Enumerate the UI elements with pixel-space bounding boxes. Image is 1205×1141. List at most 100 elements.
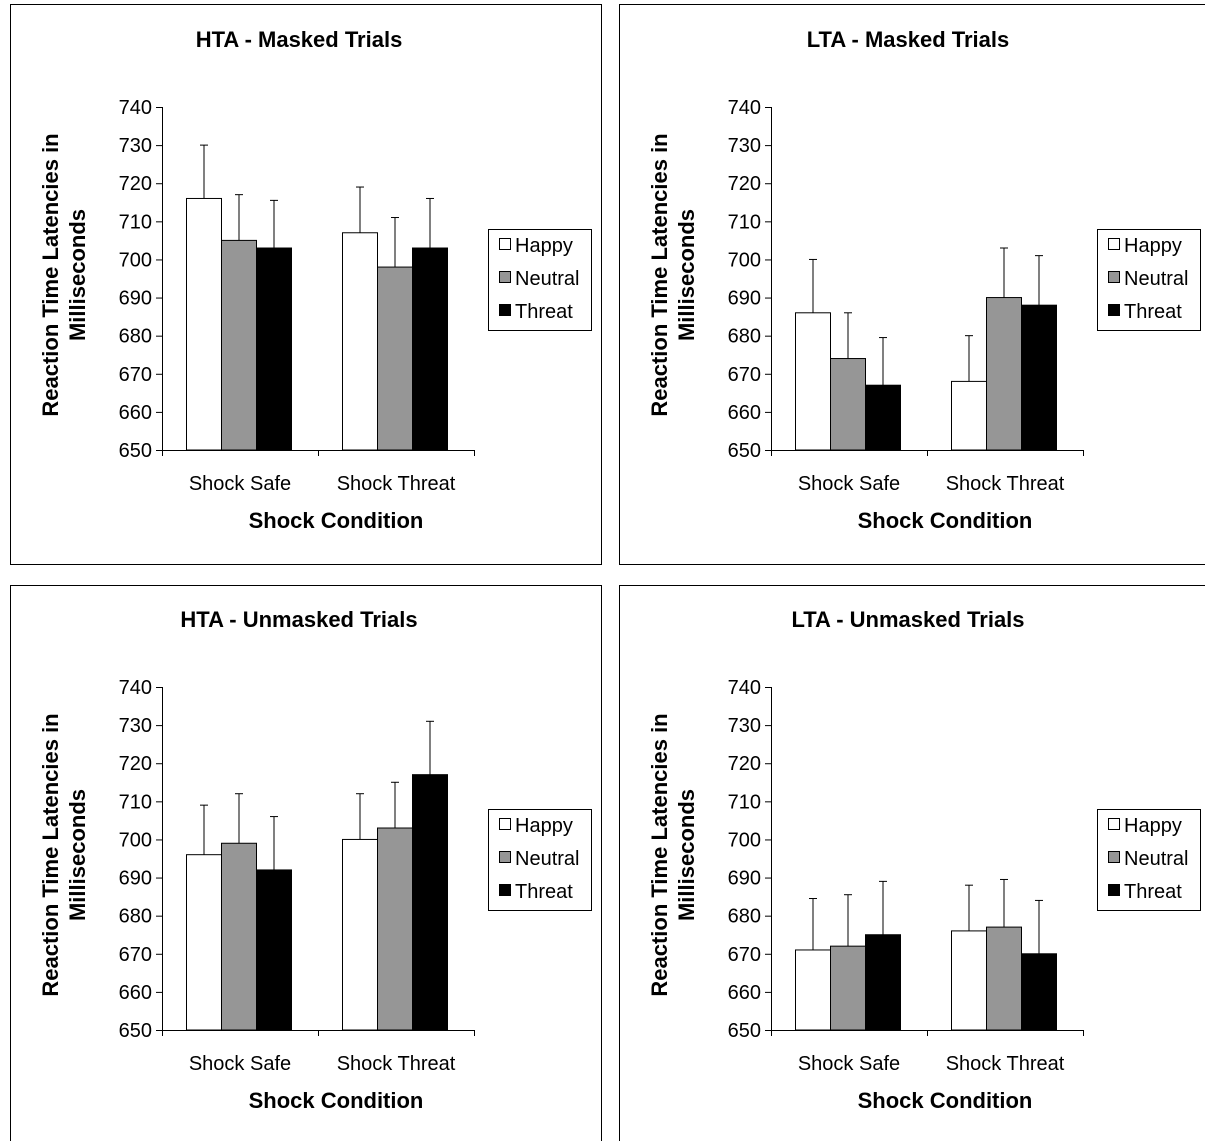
- chart-panel-3: HTA - Unmasked Trials Reaction Time Laten…: [10, 585, 602, 1141]
- bar-happy: [342, 232, 378, 451]
- y-tick-label: 710: [119, 791, 152, 813]
- y-axis-label-line-1: Reaction Time Latencies in: [647, 713, 672, 996]
- bar-neutral: [221, 842, 257, 1031]
- legend-swatch-threat: [1108, 304, 1120, 316]
- y-tick-label: 670: [119, 364, 152, 386]
- x-tick-label: Shock Threat: [337, 1053, 456, 1075]
- x-axis-label: Shock Condition: [858, 1088, 1033, 1113]
- x-tick-label: Shock Safe: [189, 473, 291, 495]
- x-axis-label: Shock Condition: [249, 1088, 424, 1113]
- y-axis-label: Reaction Time Latencies inMilliseconds: [647, 713, 699, 996]
- bar-threat: [412, 774, 448, 1031]
- x-tick-label: Shock Threat: [337, 473, 456, 495]
- y-tick-label: 710: [728, 791, 761, 813]
- chart-title: HTA - Masked Trials: [196, 27, 403, 52]
- y-tick-label: 650: [728, 1020, 761, 1042]
- bar-threat: [1021, 953, 1057, 1031]
- y-tick-label: 680: [728, 906, 761, 928]
- legend-swatch-threat: [499, 304, 511, 316]
- y-axis-label: Reaction Time Latencies inMilliseconds: [38, 133, 90, 416]
- y-axis-label-line-2: Milliseconds: [674, 789, 699, 921]
- legend-label-happy: Happy: [1124, 815, 1182, 837]
- y-tick-label: 660: [119, 982, 152, 1004]
- y-tick-label: 710: [119, 211, 152, 233]
- y-tick-label: 680: [728, 326, 761, 348]
- legend-swatch-happy: [1108, 818, 1120, 830]
- bar-neutral: [377, 266, 413, 451]
- y-tick-label: 690: [728, 288, 761, 310]
- bar-threat: [256, 247, 292, 451]
- bar-happy: [795, 312, 831, 451]
- legend-swatch-happy: [1108, 238, 1120, 250]
- x-tick-label: Shock Safe: [189, 1053, 291, 1075]
- y-tick-label: 670: [728, 944, 761, 966]
- y-tick-label: 700: [119, 249, 152, 271]
- bar-neutral: [986, 297, 1022, 451]
- bar-neutral: [830, 358, 866, 451]
- y-tick-label: 660: [728, 402, 761, 424]
- y-tick-label: 670: [728, 364, 761, 386]
- bar-happy: [186, 854, 222, 1031]
- legend-label-neutral: Neutral: [515, 848, 579, 870]
- legend-swatch-happy: [499, 818, 511, 830]
- y-axis-label-line-1: Reaction Time Latencies in: [647, 133, 672, 416]
- legend: Happy Neutral Threat: [488, 229, 592, 331]
- y-axis-label-line-2: Milliseconds: [65, 209, 90, 341]
- y-tick-label: 730: [728, 715, 761, 737]
- y-tick-label: 740: [728, 97, 761, 119]
- y-tick-label: 730: [119, 715, 152, 737]
- y-tick-label: 700: [728, 249, 761, 271]
- x-tick-label: Shock Threat: [946, 1053, 1065, 1075]
- chart-title: LTA - Masked Trials: [807, 27, 1010, 52]
- y-axis-label-line-1: Reaction Time Latencies in: [38, 133, 63, 416]
- legend-swatch-threat: [1108, 884, 1120, 896]
- y-tick-label: 740: [728, 677, 761, 699]
- bar-threat: [865, 384, 901, 451]
- bar-threat: [865, 934, 901, 1031]
- bar-happy: [342, 838, 378, 1031]
- y-tick-label: 720: [119, 753, 152, 775]
- x-tick-label: Shock Safe: [798, 473, 900, 495]
- bar-happy: [795, 949, 831, 1031]
- legend-label-neutral: Neutral: [1124, 848, 1188, 870]
- bar-neutral: [986, 926, 1022, 1031]
- y-axis-label: Reaction Time Latencies inMilliseconds: [38, 713, 90, 996]
- y-tick-label: 660: [728, 982, 761, 1004]
- bar-happy: [951, 380, 987, 451]
- legend-label-happy: Happy: [515, 235, 573, 257]
- x-tick-label: Shock Threat: [946, 473, 1065, 495]
- y-tick-label: 690: [728, 868, 761, 890]
- legend: Happy Neutral Threat: [1097, 229, 1201, 331]
- x-tick-label: Shock Safe: [798, 1053, 900, 1075]
- y-tick-label: 650: [728, 440, 761, 462]
- y-tick-label: 730: [728, 135, 761, 157]
- legend-label-threat: Threat: [515, 301, 573, 323]
- bar-threat: [412, 247, 448, 451]
- y-tick-label: 680: [119, 326, 152, 348]
- bar-happy: [186, 197, 222, 451]
- y-tick-label: 710: [728, 211, 761, 233]
- y-tick-label: 700: [119, 829, 152, 851]
- legend-label-happy: Happy: [1124, 235, 1182, 257]
- y-axis-label-line-2: Milliseconds: [65, 789, 90, 921]
- legend: Happy Neutral Threat: [488, 809, 592, 911]
- y-tick-label: 720: [728, 753, 761, 775]
- y-tick-label: 720: [728, 173, 761, 195]
- legend-label-threat: Threat: [1124, 881, 1182, 903]
- y-tick-label: 650: [119, 440, 152, 462]
- legend-label-happy: Happy: [515, 815, 573, 837]
- y-tick-label: 670: [119, 944, 152, 966]
- chart-title: HTA - Unmasked Trials: [180, 607, 417, 632]
- chart-panel-2: LTA - Masked Trials Reaction Time Latenci…: [619, 4, 1205, 565]
- y-tick-label: 690: [119, 288, 152, 310]
- legend-swatch-neutral: [1108, 851, 1120, 863]
- bar-threat: [256, 869, 292, 1031]
- bar-neutral: [377, 827, 413, 1031]
- legend-label-threat: Threat: [515, 881, 573, 903]
- bar-happy: [951, 930, 987, 1031]
- y-tick-label: 720: [119, 173, 152, 195]
- y-axis-label: Reaction Time Latencies inMilliseconds: [647, 133, 699, 416]
- bar-neutral: [221, 239, 257, 451]
- legend-label-neutral: Neutral: [1124, 268, 1188, 290]
